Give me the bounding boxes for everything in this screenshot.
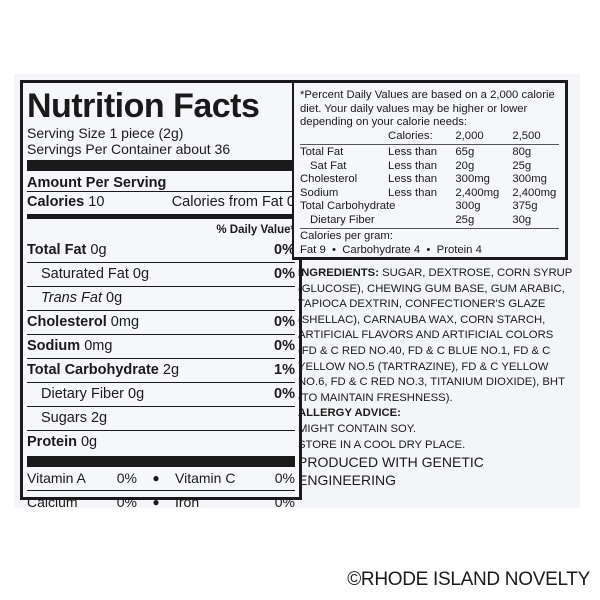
table-row: Sat Fat Less than 20g 25g <box>310 159 532 172</box>
table-row: Total Carbohydrate 300g 375g <box>300 200 538 212</box>
vitamin-value: 0% <box>274 470 295 486</box>
vitamin-value: 0% <box>116 494 137 510</box>
nutrient-label: Total Fat <box>27 242 87 258</box>
calories-label: Calories <box>27 194 85 210</box>
nutrient-daily-value: 0% <box>274 386 295 402</box>
nutrient-amount: 0g <box>132 266 150 282</box>
nutrient-daily-value: 0% <box>274 266 295 282</box>
nutrient-label: Trans Fat <box>41 290 102 306</box>
daily-value-header: % Daily Value* <box>216 224 295 236</box>
bullet-icon: ● <box>152 471 160 485</box>
amount-per-serving: Amount Per Serving <box>27 175 167 191</box>
watermark: ©RHODE ISLAND NOVELTY <box>347 569 590 590</box>
calories-per-gram: Fat 9 • Carbohydrate 4 • Protein 4 <box>300 243 482 256</box>
nutrient-row: Cholesterol 0mg 0% <box>27 310 295 334</box>
nutrient-label: Sodium <box>27 338 81 354</box>
nutrient-row: Sugars 2g <box>27 406 295 430</box>
calories-value: 10 <box>88 194 105 210</box>
vitamin-row: Calcium 0% ● Iron 0% <box>27 490 295 514</box>
table-row: Dietary Fiber 25g 30g <box>310 213 532 226</box>
nutrient-row: Total Fat 0g 0% <box>27 239 295 262</box>
nutrient-amount: 0mg <box>84 338 113 354</box>
storage-text: STORE IN A COOL DRY PLACE. <box>298 438 466 451</box>
nutrient-amount: 0g <box>106 290 123 306</box>
vitamin-label: Iron <box>175 494 200 510</box>
nutrient-label: Protein <box>27 434 77 450</box>
nutrient-label: Sugars <box>41 410 87 426</box>
footnote-text: *Percent Daily Values are based on a 2,0… <box>300 89 555 128</box>
vitamin-label: Vitamin C <box>175 470 236 486</box>
ingredients-text: INGREDIENTS: SUGAR, DEXTROSE, CORN SYRUP… <box>298 267 573 404</box>
bullet-icon: ● <box>152 495 160 509</box>
nutrient-daily-value: 1% <box>274 362 295 378</box>
allergy-text: MIGHT CONTAIN SOY. <box>298 422 417 435</box>
divider <box>27 160 295 171</box>
divider <box>27 456 295 467</box>
vitamin-value: 0% <box>116 470 137 486</box>
nutrient-row: Protein 0g <box>27 430 295 454</box>
nutrient-label: Total Carbohydrate <box>27 362 159 378</box>
calories-row: Calories 10 Calories from Fat 0 <box>27 191 295 212</box>
calories-from-fat: Calories from Fat 0 <box>171 194 295 210</box>
allergy-label: ALLERGY ADVICE: <box>298 407 401 420</box>
vitamin-value: 0% <box>274 494 295 510</box>
vitamin-label: Calcium <box>27 494 78 510</box>
nutrient-row: Saturated Fat 0g 0% <box>27 262 295 286</box>
servings-per-container: Servings Per Container about 36 <box>27 141 231 157</box>
nutrient-amount: 0g <box>80 434 98 450</box>
table-row: Sodium Less than 2,400mg 2,400mg <box>300 186 557 199</box>
nutrient-daily-value: 0% <box>274 338 295 354</box>
nutrition-facts-title: Nutrition Facts <box>27 87 260 125</box>
table-row: Cholesterol Less than 300mg 300mg <box>300 173 547 185</box>
vitamin-label: Vitamin A <box>27 470 86 486</box>
serving-size: Serving Size 1 piece (2g) <box>27 125 184 141</box>
nutrient-row: Dietary Fiber 0g 0% <box>27 382 295 406</box>
nutrient-label: Dietary Fiber <box>41 386 124 402</box>
nutrient-label: Saturated Fat <box>41 266 129 282</box>
daily-values-footnote: *Percent Daily Values are based on a 2,0… <box>292 80 568 260</box>
nutrient-amount: 2g <box>90 410 108 426</box>
daily-values-table: Calories: 2,000 2,500 Total Fat Less than 65… <box>300 130 559 231</box>
nutrient-label: Cholesterol <box>27 314 107 330</box>
nutrient-amount: 0g <box>90 242 107 258</box>
nutrient-amount: 2g <box>162 362 180 378</box>
nutrient-row: Sodium 0mg 0% <box>27 334 295 358</box>
nutrient-daily-value: 0% <box>274 242 295 258</box>
ingredients-section: INGREDIENTS: SUGAR, DEXTROSE, CORN SYRUP… <box>298 266 574 489</box>
table-header: Calories: 2,000 2,500 <box>388 129 541 142</box>
nutrient-row: Total Carbohydrate 2g 1% <box>27 358 295 382</box>
nutrient-row: Trans Fat 0g <box>27 286 295 310</box>
nutrient-daily-value: 0% <box>274 314 295 330</box>
nutrition-facts-panel: Nutrition Facts Serving Size 1 piece (2g… <box>20 80 302 510</box>
genetic-engineering-text: PRODUCED WITH GENETIC ENGINEERING <box>298 454 484 489</box>
table-row: Total Fat Less than 65g 80g <box>300 146 532 158</box>
nutrient-amount: 0g <box>128 386 145 402</box>
vitamin-row: Vitamin A 0% ● Vitamin C 0% <box>27 467 295 490</box>
nutrient-amount: 0mg <box>110 314 140 330</box>
calories-per-gram-label: Calories per gram: <box>300 230 393 242</box>
divider <box>27 214 295 219</box>
